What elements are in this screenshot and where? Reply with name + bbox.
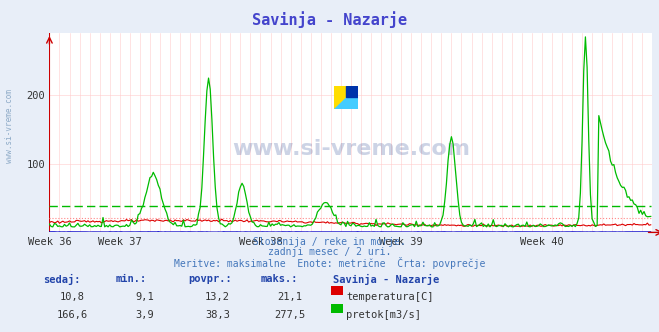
Text: 9,1: 9,1 — [136, 292, 154, 302]
Text: pretok[m3/s]: pretok[m3/s] — [346, 310, 421, 320]
Polygon shape — [346, 86, 358, 97]
Text: sedaj:: sedaj: — [43, 274, 80, 285]
Text: www.si-vreme.com: www.si-vreme.com — [5, 89, 14, 163]
Text: 166,6: 166,6 — [57, 310, 88, 320]
Text: 10,8: 10,8 — [60, 292, 85, 302]
Text: Meritve: maksimalne  Enote: metrične  Črta: povprečje: Meritve: maksimalne Enote: metrične Črta… — [174, 257, 485, 269]
Text: temperatura[C]: temperatura[C] — [346, 292, 434, 302]
Polygon shape — [334, 86, 358, 109]
Text: www.si-vreme.com: www.si-vreme.com — [232, 139, 470, 159]
Text: maks.:: maks.: — [260, 274, 298, 284]
Text: 3,9: 3,9 — [136, 310, 154, 320]
Text: 21,1: 21,1 — [277, 292, 302, 302]
Text: 13,2: 13,2 — [205, 292, 230, 302]
Text: povpr.:: povpr.: — [188, 274, 231, 284]
Text: 277,5: 277,5 — [274, 310, 306, 320]
Text: 38,3: 38,3 — [205, 310, 230, 320]
Text: Slovenija / reke in morje.: Slovenija / reke in morje. — [253, 237, 406, 247]
Text: Savinja - Nazarje: Savinja - Nazarje — [333, 274, 439, 285]
Text: min.:: min.: — [115, 274, 146, 284]
Polygon shape — [334, 86, 358, 109]
Text: Savinja - Nazarje: Savinja - Nazarje — [252, 12, 407, 29]
Text: zadnji mesec / 2 uri.: zadnji mesec / 2 uri. — [268, 247, 391, 257]
